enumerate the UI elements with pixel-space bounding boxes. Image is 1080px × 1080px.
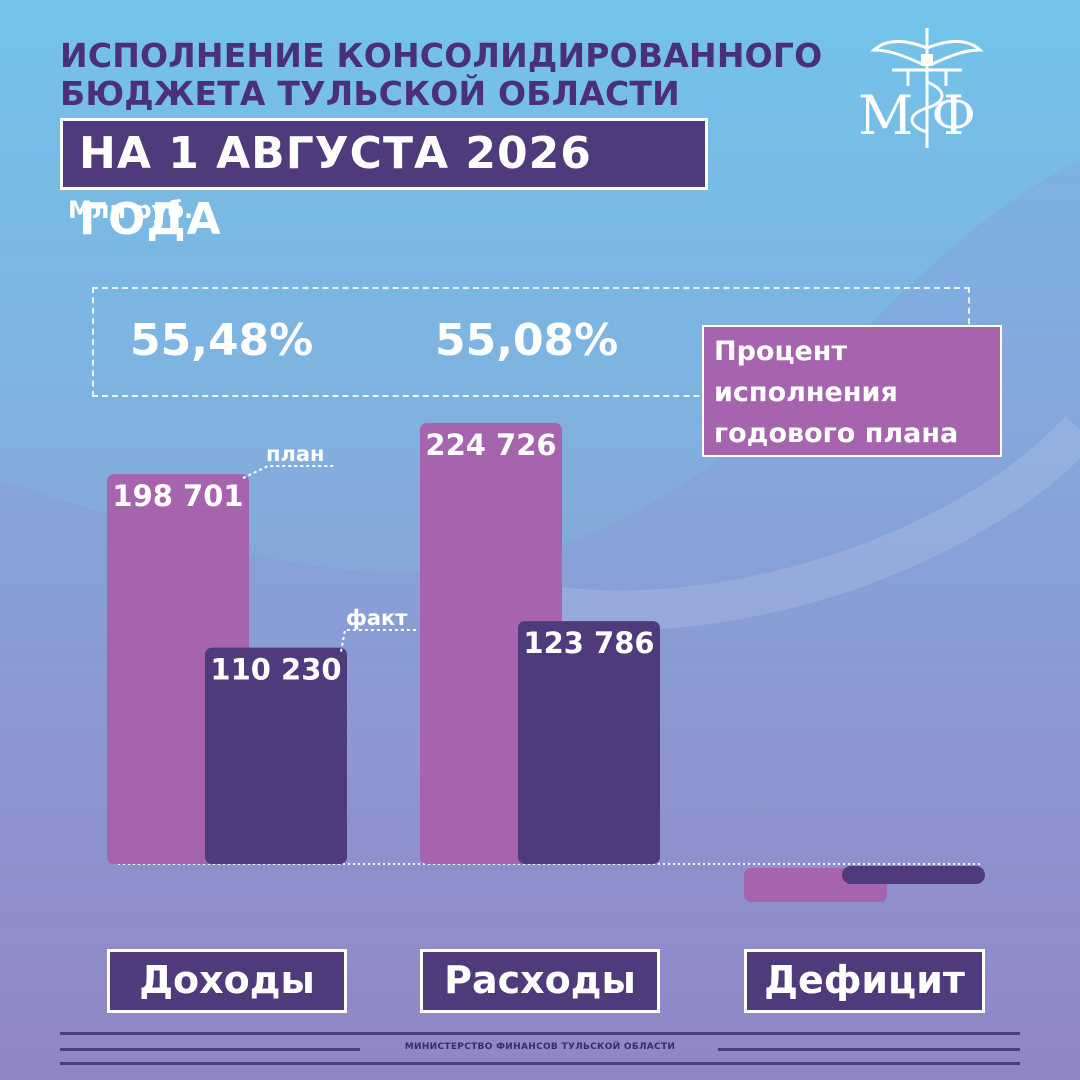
footer-rule-right — [718, 1048, 1020, 1051]
footer-rule-left — [60, 1048, 360, 1051]
plan-annotation: план — [266, 442, 325, 466]
fact-bar — [518, 621, 660, 864]
fact-bar — [205, 647, 347, 864]
fact-leader-line — [340, 629, 418, 652]
date-banner: НА 1 АВГУСТА 2026 ГОДА — [60, 118, 708, 245]
plan-value-label: 224 726 — [425, 428, 556, 462]
fact-annotation: факт — [346, 606, 408, 630]
legend-percent-note: Процент исполнения годового плана — [702, 325, 1002, 457]
income-percent: 55,48% — [130, 315, 314, 366]
category-deficit: Дефицит — [744, 949, 985, 1013]
unit-label: Млн руб. — [68, 196, 194, 224]
deficit-fact-bar — [842, 866, 985, 884]
legend-line-3: годового плана — [714, 418, 959, 449]
fact-value-label: 110 230 — [210, 653, 341, 687]
fact-value-label: 123 786 — [523, 626, 654, 660]
category-expense: Расходы — [420, 949, 660, 1013]
caduceus-icon — [870, 28, 984, 148]
footer-rule-bottom — [60, 1062, 1020, 1065]
title-line-1: ИСПОЛНЕНИЕ КОНСОЛИДИРОВАННОГО — [60, 36, 823, 75]
expense-percent: 55,08% — [435, 315, 619, 366]
category-income: Доходы — [107, 949, 347, 1013]
legend-line-1: Процент — [714, 336, 848, 367]
footer-ministry: МИНИСТЕРСТВО ФИНАНСОВ ТУЛЬСКОЙ ОБЛАСТИ — [404, 1042, 676, 1052]
plan-value-label: 198 701 — [112, 479, 243, 513]
legend-line-2: исполнения — [714, 377, 898, 408]
logo-text: МФ — [858, 84, 995, 147]
footer-rule-top — [60, 1032, 1020, 1035]
plan-leader-line — [242, 465, 335, 479]
title-line-2: БЮДЖЕТА ТУЛЬСКОЙ ОБЛАСТИ — [60, 74, 680, 113]
